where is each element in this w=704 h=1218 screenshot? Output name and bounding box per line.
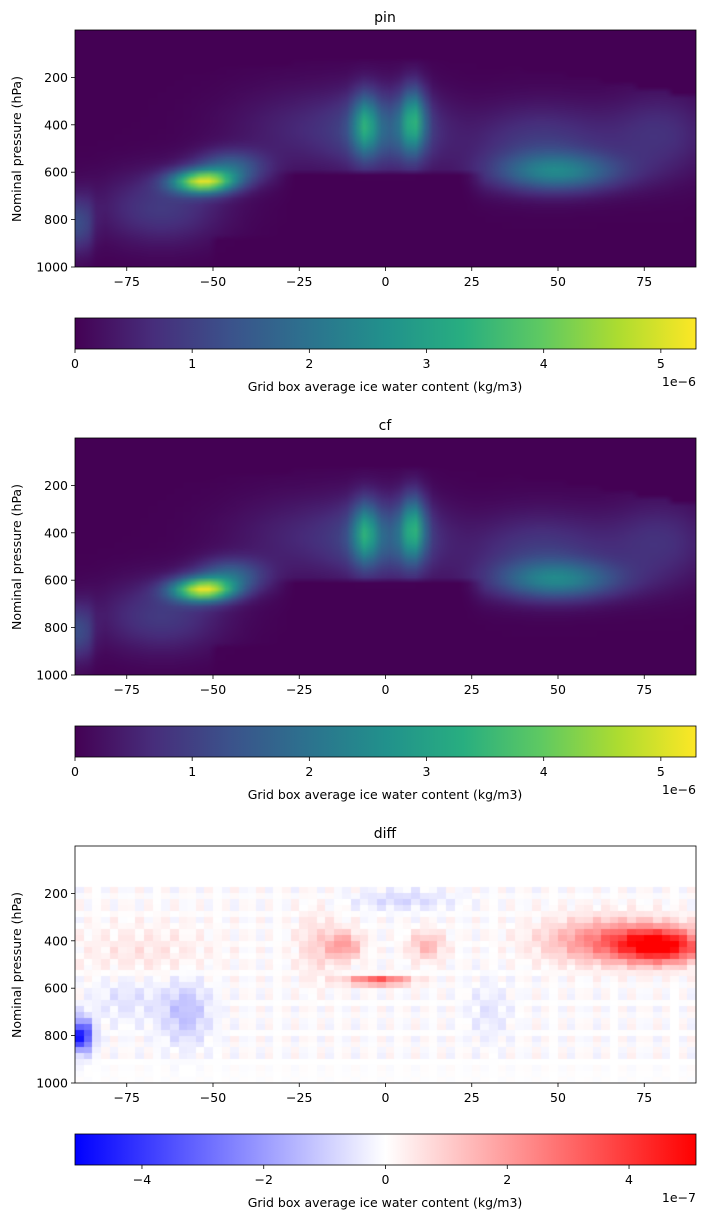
- chart-title: cf: [379, 418, 393, 434]
- y-axis-label: Nominal pressure (hPa): [9, 76, 24, 222]
- y-tick-label: 1000: [36, 668, 68, 683]
- y-tick-label: 600: [44, 165, 68, 180]
- y-tick-label: 800: [44, 620, 68, 635]
- colorbar-tick-label: 4: [540, 764, 548, 779]
- colorbar: [74, 1133, 697, 1166]
- x-tick-label: 25: [464, 274, 480, 289]
- x-tick-label: 25: [464, 682, 480, 697]
- chart-title: pin: [374, 10, 396, 26]
- y-axis: 200 400 600 800 1000: [36, 886, 75, 1091]
- colorbar-tick-label: 4: [625, 1172, 633, 1187]
- colorbar-tick-label: −4: [133, 1172, 151, 1187]
- y-tick-label: 200: [44, 478, 68, 493]
- heatmap: [75, 30, 696, 267]
- y-axis: 200 400 600 800 1000: [36, 478, 75, 683]
- x-tick-label: −75: [114, 274, 140, 289]
- y-tick-label: 600: [44, 573, 68, 588]
- x-tick-label: −75: [114, 682, 140, 697]
- colorbar-offset: 1e−6: [662, 782, 696, 797]
- colorbar-tick-label: 3: [423, 764, 431, 779]
- y-tick-label: 400: [44, 933, 68, 948]
- x-tick-label: 75: [636, 1090, 652, 1105]
- colorbar-ticks: −4 −2 0 2 4: [133, 1165, 633, 1187]
- colorbar-offset: 1e−7: [662, 1190, 696, 1205]
- heatmap: [75, 846, 696, 1083]
- colorbar-tick-label: 2: [503, 1172, 511, 1187]
- x-axis: −75 −50 −25 0 25 50 75: [114, 267, 652, 289]
- colorbar-tick-label: 0: [71, 356, 79, 371]
- x-tick-label: −25: [286, 1090, 312, 1105]
- x-tick-label: 0: [382, 682, 390, 697]
- colorbar-tick-label: 2: [305, 764, 313, 779]
- colorbar-tick-label: 5: [657, 764, 665, 779]
- y-axis: 200 400 600 800 1000: [36, 70, 75, 275]
- panel-diff: diff 200 400 600 800 1000 −75 −50 −25 0 25 50 75 N…: [9, 826, 697, 1210]
- y-tick-label: 1000: [36, 260, 68, 275]
- colorbar-tick-label: −2: [255, 1172, 273, 1187]
- y-tick-label: 400: [44, 525, 68, 540]
- y-tick-label: 600: [44, 981, 68, 996]
- x-tick-label: 75: [636, 682, 652, 697]
- x-tick-label: 75: [636, 274, 652, 289]
- y-tick-label: 400: [44, 117, 68, 132]
- x-axis: −75 −50 −25 0 25 50 75: [114, 1083, 652, 1105]
- x-tick-label: −50: [200, 682, 226, 697]
- colorbar-tick-label: 0: [71, 764, 79, 779]
- colorbar-tick-label: 0: [382, 1172, 390, 1187]
- colorbar-label: Grid box average ice water content (kg/m…: [248, 787, 523, 802]
- heatmap: [75, 438, 696, 675]
- y-tick-label: 200: [44, 886, 68, 901]
- y-tick-label: 1000: [36, 1076, 68, 1091]
- colorbar-tick-label: 1: [188, 356, 196, 371]
- x-tick-label: −50: [200, 1090, 226, 1105]
- colorbar-tick-label: 5: [657, 356, 665, 371]
- colorbar-label: Grid box average ice water content (kg/m…: [248, 379, 523, 394]
- colorbar-tick-label: 3: [423, 356, 431, 371]
- x-tick-label: 0: [382, 274, 390, 289]
- colorbar-tick-label: 2: [305, 356, 313, 371]
- chart-title: diff: [374, 826, 397, 842]
- y-tick-label: 200: [44, 70, 68, 85]
- colorbar-label: Grid box average ice water content (kg/m…: [248, 1195, 523, 1210]
- x-axis: −75 −50 −25 0 25 50 75: [114, 675, 652, 697]
- colorbar-ticks: 0 1 2 3 4 5: [71, 757, 665, 779]
- x-tick-label: 50: [550, 682, 566, 697]
- y-axis-label: Nominal pressure (hPa): [9, 892, 24, 1038]
- x-tick-label: −25: [286, 274, 312, 289]
- x-tick-label: 25: [464, 1090, 480, 1105]
- x-tick-label: 50: [550, 274, 566, 289]
- colorbar: [74, 725, 697, 758]
- colorbar-ticks: 0 1 2 3 4 5: [71, 349, 665, 371]
- colorbar-tick-label: 4: [540, 356, 548, 371]
- x-tick-label: 50: [550, 1090, 566, 1105]
- y-tick-label: 800: [44, 1028, 68, 1043]
- x-tick-label: 0: [382, 1090, 390, 1105]
- x-tick-label: −25: [286, 682, 312, 697]
- y-axis-label: Nominal pressure (hPa): [9, 484, 24, 630]
- colorbar-tick-label: 1: [188, 764, 196, 779]
- x-tick-label: −75: [114, 1090, 140, 1105]
- x-tick-label: −50: [200, 274, 226, 289]
- colorbar-offset: 1e−6: [662, 374, 696, 389]
- y-tick-label: 800: [44, 212, 68, 227]
- colorbar: [74, 317, 697, 350]
